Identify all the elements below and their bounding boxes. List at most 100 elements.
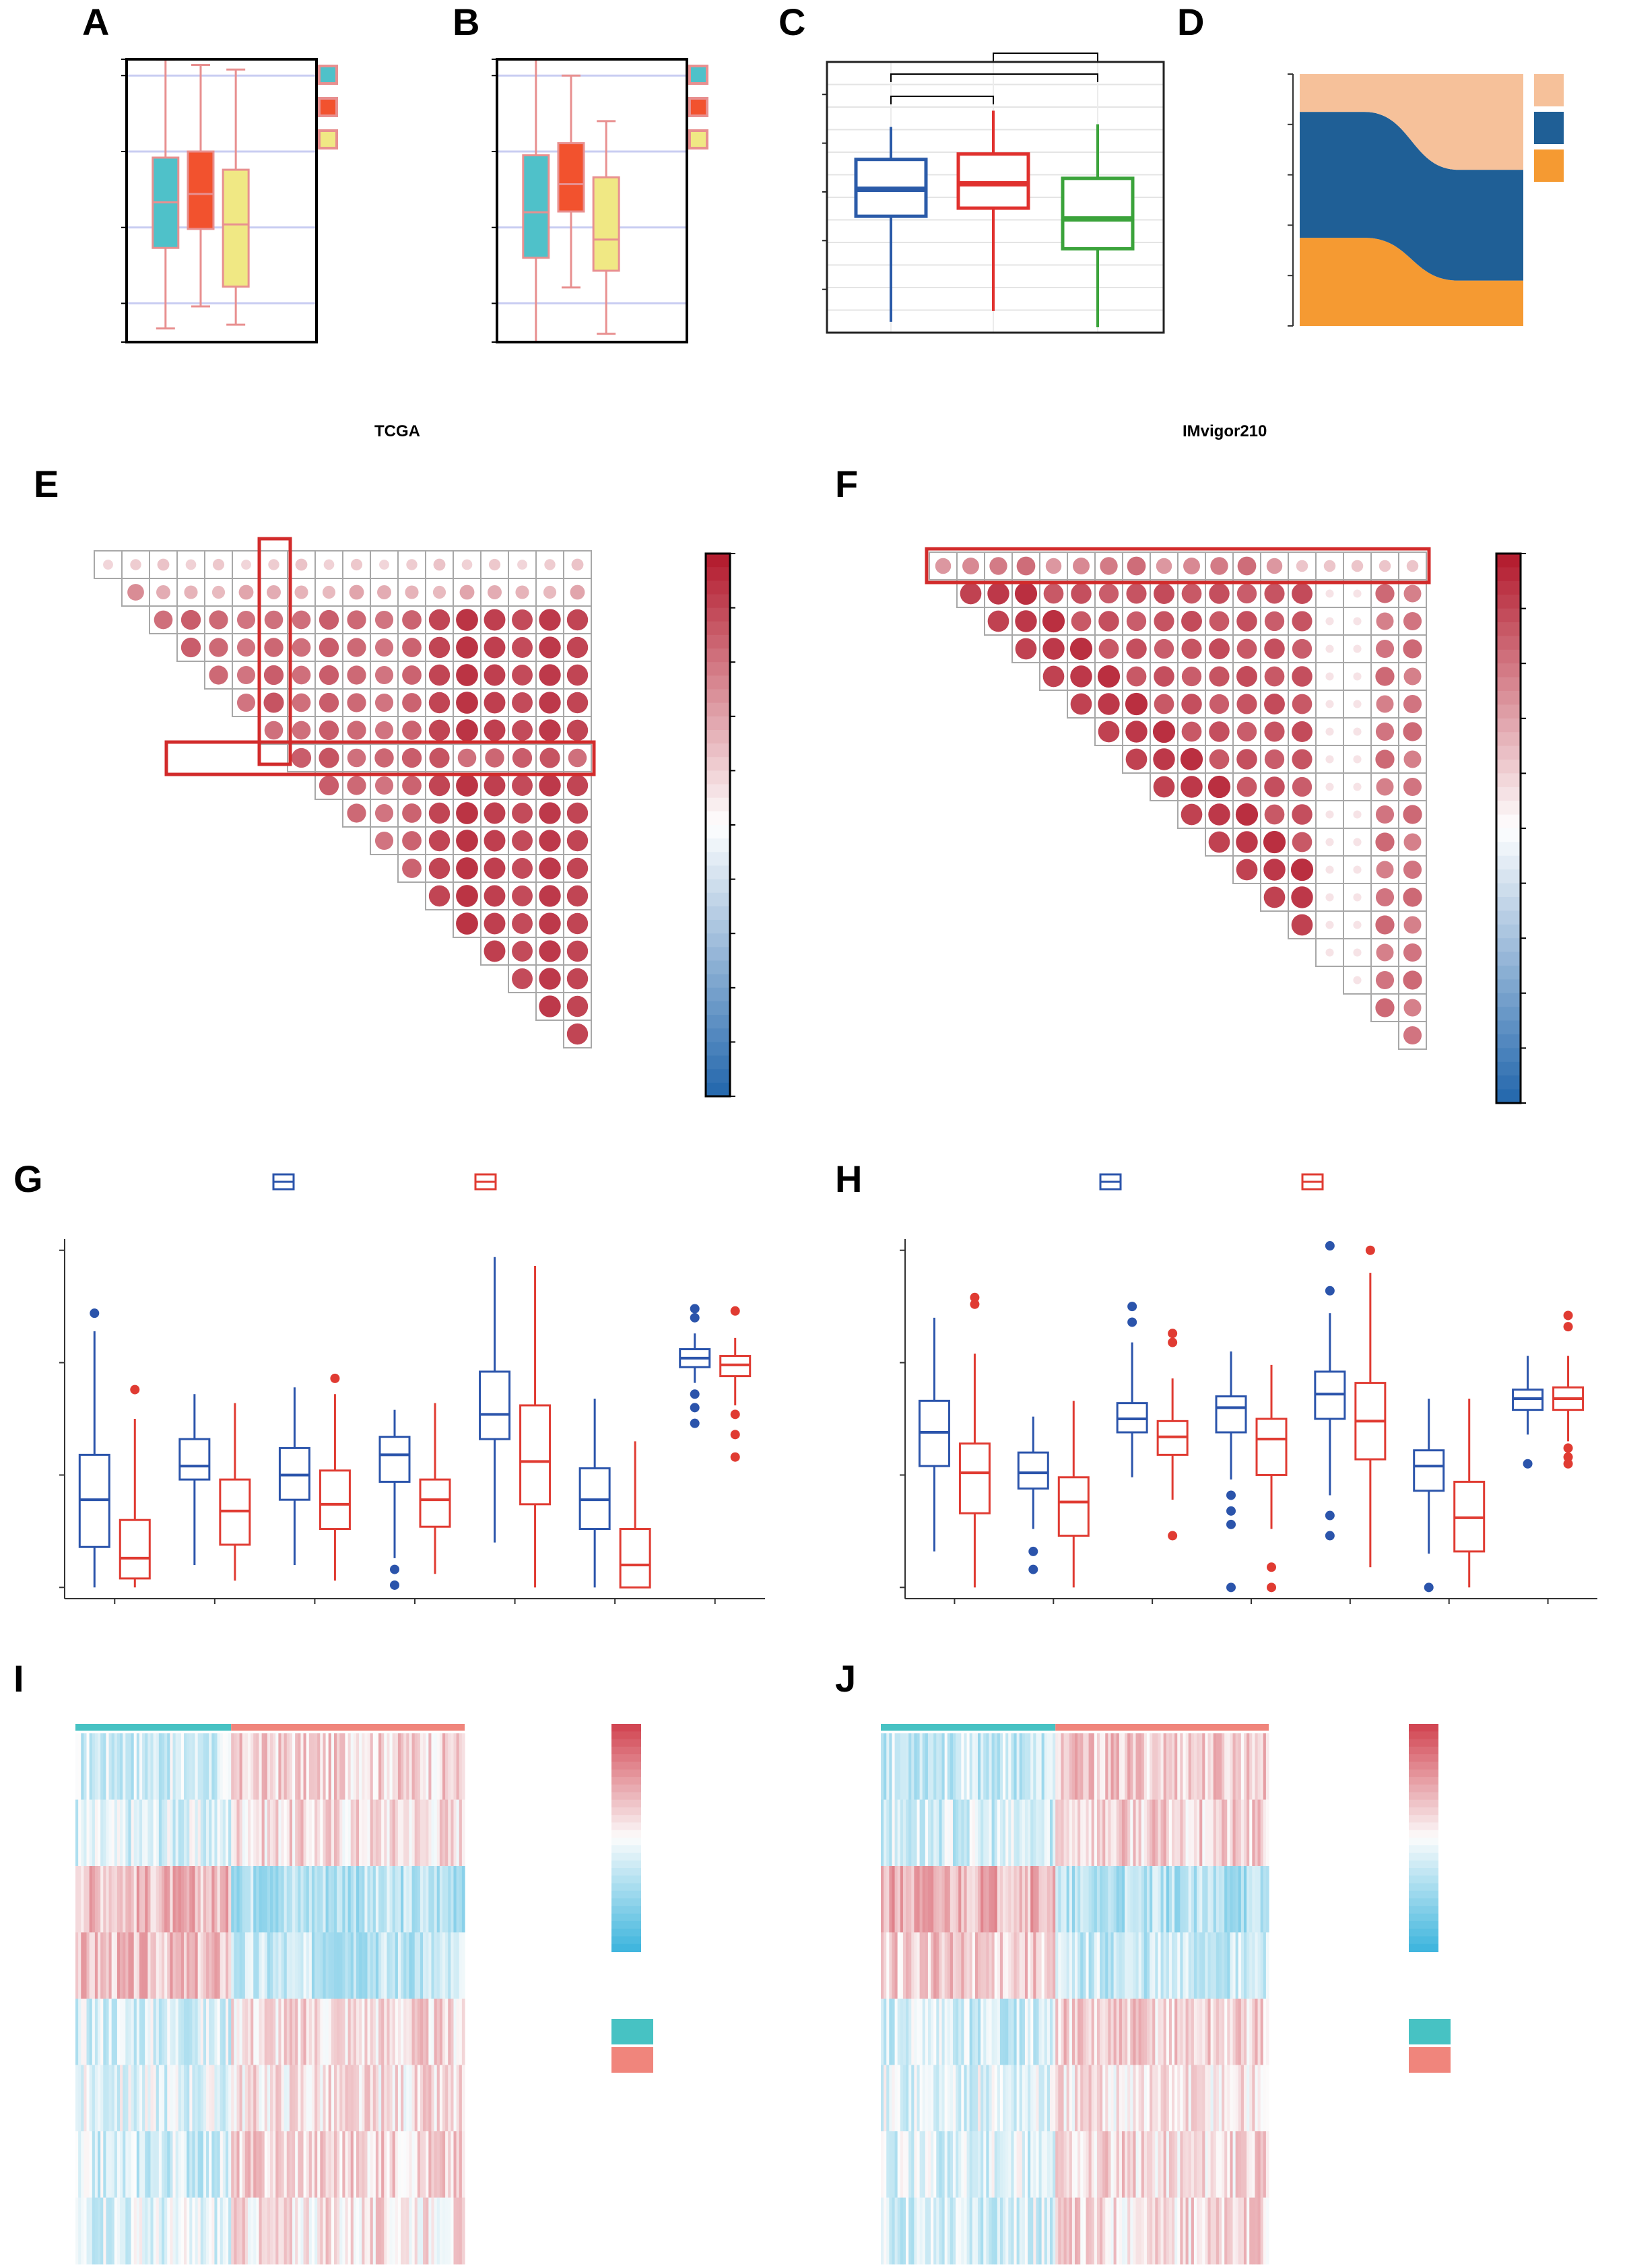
colorscale-segment	[1409, 1906, 1438, 1914]
correlation-dot	[539, 857, 561, 879]
correlation-dot	[456, 857, 478, 879]
heatmap-cell	[256, 1999, 260, 2066]
heatmap-cell	[397, 2131, 401, 2199]
heatmap-cell	[98, 1999, 101, 2066]
heatmap-cell	[131, 1999, 135, 2066]
heatmap-cell	[986, 2197, 990, 2265]
heatmap-cell	[317, 2065, 321, 2132]
heatmap-cell	[1232, 1932, 1236, 1999]
correlation-dot	[402, 693, 422, 712]
heatmap-cell	[1049, 1999, 1053, 2066]
correlation-dot	[1236, 721, 1257, 742]
heatmap-cell	[1135, 1799, 1139, 1867]
heatmap-cell	[1086, 1932, 1090, 1999]
heatmap-cell	[1172, 2131, 1175, 2199]
heatmap-cell	[195, 1733, 199, 1801]
heatmap-cell	[884, 2131, 887, 2199]
heatmap-cell	[278, 2065, 282, 2132]
heatmap-cell	[251, 1932, 254, 1999]
heatmap-cell	[1238, 1866, 1242, 1933]
heatmap-cell	[1033, 1999, 1036, 2066]
correlation-dot	[1375, 749, 1395, 769]
heatmap-cell	[328, 1999, 332, 2066]
heatmap-cell	[1243, 1733, 1247, 1801]
heatmap-cell	[145, 1932, 148, 1999]
heatmap-cell	[381, 1932, 385, 1999]
heatmap-cell	[320, 2131, 324, 2199]
heatmap-cell	[1172, 1932, 1175, 1999]
heatmap-cell	[917, 2065, 921, 2132]
heatmap-cell	[120, 1999, 123, 2066]
correlation-dot	[1263, 886, 1286, 908]
correlation-dot	[292, 665, 311, 685]
heatmap-cell	[236, 1866, 240, 1933]
heatmap-cell	[1185, 1799, 1189, 1867]
heatmap-cell	[1238, 2065, 1242, 2132]
heatmap-cell	[242, 1999, 246, 2066]
heatmap-cell	[1133, 1733, 1137, 1801]
heatmap-cell	[259, 1799, 263, 1867]
heatmap-cell	[1091, 1866, 1095, 1933]
heatmap-cell	[359, 1799, 362, 1867]
heatmap-cell	[417, 1932, 421, 1999]
heatmap-cell	[211, 1866, 215, 1933]
heatmap-cell	[1210, 2131, 1214, 2199]
heatmap-cell	[378, 1866, 382, 1933]
colorscale-segment	[1409, 1936, 1438, 1945]
heatmap-cell	[1121, 1733, 1125, 1801]
heatmap-cell	[1028, 1932, 1031, 1999]
heatmap-cell	[1014, 2065, 1018, 2132]
heatmap-cell	[184, 1932, 187, 1999]
heatmap-cell	[1199, 1932, 1203, 1999]
heatmap-cell	[362, 1932, 365, 1999]
heatmap-cell	[1133, 1866, 1137, 1933]
heatmap-cell	[1055, 2131, 1059, 2199]
heatmap-cell	[298, 1999, 302, 2066]
heatmap-cell	[1193, 1799, 1197, 1867]
plot-frame	[826, 61, 1165, 334]
correlation-dot	[484, 830, 506, 852]
colorscale-segment	[611, 1762, 641, 1770]
correlation-dot	[1325, 727, 1334, 736]
heatmap-cell	[342, 2065, 346, 2132]
heatmap-cell	[1240, 1799, 1244, 1867]
heatmap-cell	[139, 2065, 143, 2132]
colorbar-segment	[706, 662, 730, 677]
heatmap-cell	[345, 2065, 349, 2132]
heatmap-cell	[972, 1799, 976, 1867]
heatmap-cell	[1108, 2131, 1112, 2199]
heatmap-cell	[423, 2197, 426, 2265]
heatmap-cell	[211, 1799, 215, 1867]
heatmap-cell	[958, 1866, 962, 1933]
heatmap-cell	[1146, 1932, 1150, 1999]
heatmap-cell	[325, 2131, 329, 2199]
box-low	[119, 1519, 151, 1580]
heatmap-cell	[1008, 2065, 1011, 2132]
heatmap-cell	[1113, 1999, 1117, 2066]
heatmap-cell	[426, 2131, 429, 2199]
correlation-dot	[379, 560, 389, 570]
heatmap-cell	[1028, 1733, 1031, 1801]
correlation-dot	[539, 912, 561, 935]
heatmap-cell	[106, 1999, 110, 2066]
heatmap-cell	[108, 2197, 112, 2265]
heatmap-cell	[1102, 1999, 1106, 2066]
heatmap-cell	[209, 1733, 212, 1801]
heatmap-cell	[192, 1866, 196, 1933]
heatmap-cell	[387, 2197, 391, 2265]
outlier-point	[1563, 1443, 1573, 1453]
colorbar-segment	[706, 675, 730, 690]
heatmap-cell	[1108, 2065, 1112, 2132]
heatmap-cell	[958, 2131, 962, 2199]
heatmap-cell	[401, 1799, 404, 1867]
heatmap-cell	[239, 2197, 243, 2265]
colorbar-segment	[706, 1082, 730, 1097]
heatmap-cell	[961, 2065, 965, 2132]
heatmap-cell	[925, 2065, 929, 2132]
heatmap-cell	[892, 2197, 896, 2265]
heatmap-cell	[1222, 2065, 1225, 2132]
heatmap-cell	[1263, 2065, 1267, 2132]
heatmap-cell	[145, 1799, 148, 1867]
heatmap-cell	[1260, 1999, 1264, 2066]
heatmap-cell	[1249, 2131, 1253, 2199]
